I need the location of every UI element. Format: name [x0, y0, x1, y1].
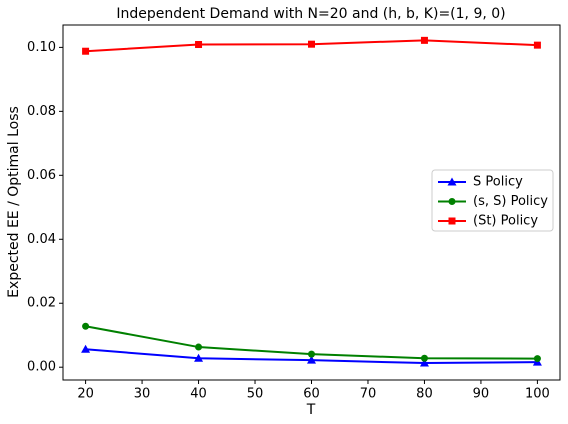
x-tick-label: 100 — [525, 387, 550, 402]
x-tick-label: 70 — [360, 387, 377, 402]
x-axis-label: T — [306, 402, 316, 418]
legend-label: S Policy — [473, 175, 523, 190]
marker — [448, 217, 456, 225]
marker — [308, 350, 315, 358]
marker — [82, 322, 90, 330]
y-axis-label: Expected EE / Optimal Loss — [6, 106, 22, 298]
y-tick-label: 0.06 — [27, 168, 56, 183]
x-tick-label: 30 — [134, 387, 151, 402]
marker — [533, 355, 541, 363]
legend-label: (St) Policy — [473, 214, 538, 229]
marker — [307, 355, 316, 364]
y-tick-label: 0.00 — [27, 360, 56, 375]
marker — [195, 343, 203, 351]
x-tick-label: 90 — [473, 387, 490, 402]
x-tick-label: 60 — [303, 387, 320, 402]
y-tick-label: 0.10 — [27, 40, 56, 55]
x-tick-label: 80 — [416, 387, 433, 402]
marker — [81, 344, 91, 353]
marker — [195, 41, 203, 49]
marker — [420, 36, 428, 44]
legend-label: (s, S) Policy — [473, 194, 548, 209]
marker — [308, 40, 315, 48]
legend-box — [431, 169, 554, 232]
marker — [419, 358, 429, 367]
x-tick-label: 40 — [190, 387, 207, 402]
marker — [82, 47, 90, 55]
marker — [194, 353, 204, 362]
chart-title: Independent Demand with N=20 and (h, b, … — [116, 6, 505, 22]
x-tick-label: 20 — [77, 387, 94, 402]
y-tick-label: 0.08 — [27, 104, 56, 119]
x-tick-label: 50 — [247, 387, 264, 402]
marker — [420, 354, 428, 362]
marker — [448, 198, 456, 205]
marker — [533, 41, 541, 49]
y-tick-label: 0.02 — [27, 296, 56, 311]
marker — [447, 177, 457, 186]
y-tick-label: 0.04 — [27, 232, 56, 247]
